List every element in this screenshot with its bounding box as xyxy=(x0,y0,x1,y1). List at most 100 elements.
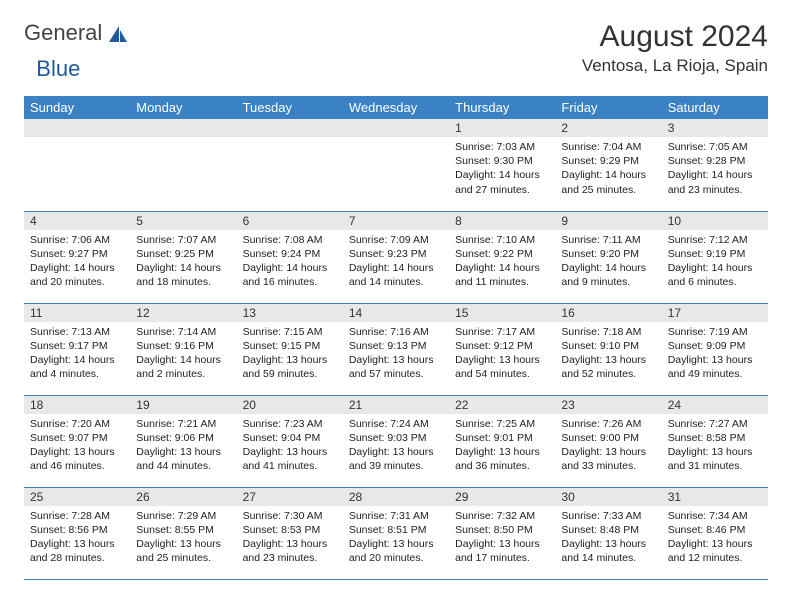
day-number: 21 xyxy=(343,396,449,414)
calendar-day-cell: 25Sunrise: 7:28 AMSunset: 8:56 PMDayligh… xyxy=(24,487,130,579)
day-details: Sunrise: 7:19 AMSunset: 9:09 PMDaylight:… xyxy=(662,322,768,386)
day-details: Sunrise: 7:05 AMSunset: 9:28 PMDaylight:… xyxy=(662,137,768,201)
day-number: 29 xyxy=(449,488,555,506)
calendar-day-cell: 4Sunrise: 7:06 AMSunset: 9:27 PMDaylight… xyxy=(24,211,130,303)
day-number: 3 xyxy=(662,119,768,137)
calendar-day-cell: 26Sunrise: 7:29 AMSunset: 8:55 PMDayligh… xyxy=(130,487,236,579)
day-details: Sunrise: 7:23 AMSunset: 9:04 PMDaylight:… xyxy=(237,414,343,478)
calendar-day-cell: 27Sunrise: 7:30 AMSunset: 8:53 PMDayligh… xyxy=(237,487,343,579)
day-number: 13 xyxy=(237,304,343,322)
day-number: 2 xyxy=(555,119,661,137)
calendar-week-row: 18Sunrise: 7:20 AMSunset: 9:07 PMDayligh… xyxy=(24,395,768,487)
day-number: 17 xyxy=(662,304,768,322)
day-number: 24 xyxy=(662,396,768,414)
day-number: 18 xyxy=(24,396,130,414)
brand-logo: General xyxy=(24,20,130,46)
day-details: Sunrise: 7:26 AMSunset: 9:00 PMDaylight:… xyxy=(555,414,661,478)
day-details: Sunrise: 7:27 AMSunset: 8:58 PMDaylight:… xyxy=(662,414,768,478)
day-details: Sunrise: 7:13 AMSunset: 9:17 PMDaylight:… xyxy=(24,322,130,386)
day-details: Sunrise: 7:10 AMSunset: 9:22 PMDaylight:… xyxy=(449,230,555,294)
weekday-header: Friday xyxy=(555,96,661,119)
calendar-day-cell: 1Sunrise: 7:03 AMSunset: 9:30 PMDaylight… xyxy=(449,119,555,211)
calendar-day-cell xyxy=(130,119,236,211)
day-number: 4 xyxy=(24,212,130,230)
day-details: Sunrise: 7:30 AMSunset: 8:53 PMDaylight:… xyxy=(237,506,343,570)
calendar-day-cell: 17Sunrise: 7:19 AMSunset: 9:09 PMDayligh… xyxy=(662,303,768,395)
calendar-day-cell: 22Sunrise: 7:25 AMSunset: 9:01 PMDayligh… xyxy=(449,395,555,487)
calendar-day-cell: 13Sunrise: 7:15 AMSunset: 9:15 PMDayligh… xyxy=(237,303,343,395)
day-details: Sunrise: 7:17 AMSunset: 9:12 PMDaylight:… xyxy=(449,322,555,386)
weekday-header: Wednesday xyxy=(343,96,449,119)
calendar-day-cell: 12Sunrise: 7:14 AMSunset: 9:16 PMDayligh… xyxy=(130,303,236,395)
day-number: 19 xyxy=(130,396,236,414)
day-details: Sunrise: 7:21 AMSunset: 9:06 PMDaylight:… xyxy=(130,414,236,478)
weekday-header: Thursday xyxy=(449,96,555,119)
day-number: 5 xyxy=(130,212,236,230)
calendar-day-cell: 11Sunrise: 7:13 AMSunset: 9:17 PMDayligh… xyxy=(24,303,130,395)
day-details: Sunrise: 7:34 AMSunset: 8:46 PMDaylight:… xyxy=(662,506,768,570)
calendar-day-cell: 5Sunrise: 7:07 AMSunset: 9:25 PMDaylight… xyxy=(130,211,236,303)
calendar-day-cell xyxy=(24,119,130,211)
brand-part2: Blue xyxy=(36,56,80,82)
day-number: 30 xyxy=(555,488,661,506)
day-details: Sunrise: 7:08 AMSunset: 9:24 PMDaylight:… xyxy=(237,230,343,294)
brand-part1: General xyxy=(24,20,102,46)
calendar-week-row: 11Sunrise: 7:13 AMSunset: 9:17 PMDayligh… xyxy=(24,303,768,395)
day-number: 16 xyxy=(555,304,661,322)
day-number: 28 xyxy=(343,488,449,506)
calendar-table: SundayMondayTuesdayWednesdayThursdayFrid… xyxy=(24,96,768,580)
day-details: Sunrise: 7:06 AMSunset: 9:27 PMDaylight:… xyxy=(24,230,130,294)
day-details: Sunrise: 7:07 AMSunset: 9:25 PMDaylight:… xyxy=(130,230,236,294)
calendar-day-cell xyxy=(237,119,343,211)
day-number: 6 xyxy=(237,212,343,230)
calendar-day-cell: 2Sunrise: 7:04 AMSunset: 9:29 PMDaylight… xyxy=(555,119,661,211)
calendar-day-cell: 24Sunrise: 7:27 AMSunset: 8:58 PMDayligh… xyxy=(662,395,768,487)
day-number: 25 xyxy=(24,488,130,506)
calendar-day-cell: 19Sunrise: 7:21 AMSunset: 9:06 PMDayligh… xyxy=(130,395,236,487)
day-number: 20 xyxy=(237,396,343,414)
day-details: Sunrise: 7:04 AMSunset: 9:29 PMDaylight:… xyxy=(555,137,661,201)
calendar-day-cell: 31Sunrise: 7:34 AMSunset: 8:46 PMDayligh… xyxy=(662,487,768,579)
calendar-day-cell: 10Sunrise: 7:12 AMSunset: 9:19 PMDayligh… xyxy=(662,211,768,303)
calendar-day-cell: 3Sunrise: 7:05 AMSunset: 9:28 PMDaylight… xyxy=(662,119,768,211)
calendar-day-cell: 15Sunrise: 7:17 AMSunset: 9:12 PMDayligh… xyxy=(449,303,555,395)
day-number: 12 xyxy=(130,304,236,322)
day-number: 11 xyxy=(24,304,130,322)
calendar-day-cell: 29Sunrise: 7:32 AMSunset: 8:50 PMDayligh… xyxy=(449,487,555,579)
calendar-day-cell: 8Sunrise: 7:10 AMSunset: 9:22 PMDaylight… xyxy=(449,211,555,303)
calendar-day-cell: 14Sunrise: 7:16 AMSunset: 9:13 PMDayligh… xyxy=(343,303,449,395)
calendar-day-cell: 16Sunrise: 7:18 AMSunset: 9:10 PMDayligh… xyxy=(555,303,661,395)
day-number: 31 xyxy=(662,488,768,506)
day-number: 10 xyxy=(662,212,768,230)
day-details: Sunrise: 7:15 AMSunset: 9:15 PMDaylight:… xyxy=(237,322,343,386)
day-number: 26 xyxy=(130,488,236,506)
day-details: Sunrise: 7:33 AMSunset: 8:48 PMDaylight:… xyxy=(555,506,661,570)
day-details: Sunrise: 7:25 AMSunset: 9:01 PMDaylight:… xyxy=(449,414,555,478)
calendar-day-cell: 21Sunrise: 7:24 AMSunset: 9:03 PMDayligh… xyxy=(343,395,449,487)
day-details: Sunrise: 7:03 AMSunset: 9:30 PMDaylight:… xyxy=(449,137,555,201)
day-details: Sunrise: 7:09 AMSunset: 9:23 PMDaylight:… xyxy=(343,230,449,294)
weekday-header: Sunday xyxy=(24,96,130,119)
weekday-header: Monday xyxy=(130,96,236,119)
day-details: Sunrise: 7:12 AMSunset: 9:19 PMDaylight:… xyxy=(662,230,768,294)
calendar-day-cell: 9Sunrise: 7:11 AMSunset: 9:20 PMDaylight… xyxy=(555,211,661,303)
day-details: Sunrise: 7:24 AMSunset: 9:03 PMDaylight:… xyxy=(343,414,449,478)
calendar-day-cell: 6Sunrise: 7:08 AMSunset: 9:24 PMDaylight… xyxy=(237,211,343,303)
location-text: Ventosa, La Rioja, Spain xyxy=(582,56,768,76)
calendar-week-row: 1Sunrise: 7:03 AMSunset: 9:30 PMDaylight… xyxy=(24,119,768,211)
day-details: Sunrise: 7:16 AMSunset: 9:13 PMDaylight:… xyxy=(343,322,449,386)
day-details: Sunrise: 7:14 AMSunset: 9:16 PMDaylight:… xyxy=(130,322,236,386)
weekday-header-row: SundayMondayTuesdayWednesdayThursdayFrid… xyxy=(24,96,768,119)
day-number: 27 xyxy=(237,488,343,506)
day-number: 9 xyxy=(555,212,661,230)
calendar-week-row: 4Sunrise: 7:06 AMSunset: 9:27 PMDaylight… xyxy=(24,211,768,303)
calendar-day-cell: 28Sunrise: 7:31 AMSunset: 8:51 PMDayligh… xyxy=(343,487,449,579)
month-title: August 2024 xyxy=(582,20,768,54)
calendar-day-cell: 7Sunrise: 7:09 AMSunset: 9:23 PMDaylight… xyxy=(343,211,449,303)
day-number: 7 xyxy=(343,212,449,230)
day-details: Sunrise: 7:20 AMSunset: 9:07 PMDaylight:… xyxy=(24,414,130,478)
day-details: Sunrise: 7:28 AMSunset: 8:56 PMDaylight:… xyxy=(24,506,130,570)
calendar-day-cell: 23Sunrise: 7:26 AMSunset: 9:00 PMDayligh… xyxy=(555,395,661,487)
calendar-day-cell: 20Sunrise: 7:23 AMSunset: 9:04 PMDayligh… xyxy=(237,395,343,487)
calendar-day-cell xyxy=(343,119,449,211)
